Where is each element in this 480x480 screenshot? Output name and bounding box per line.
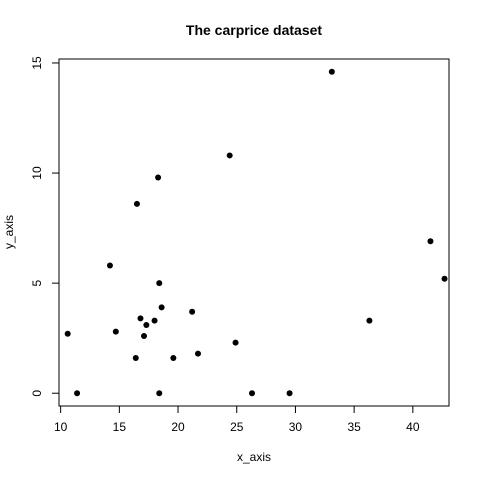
y-tick-label: 0 [30, 390, 44, 397]
y-axis: 0 5 10 15 [30, 56, 60, 397]
plot-frame [58, 58, 450, 407]
data-points [64, 68, 448, 397]
data-point [106, 262, 113, 269]
data-point [64, 330, 71, 337]
data-point [137, 315, 144, 322]
x-tick-label: 35 [347, 420, 361, 434]
x-axis-label: x_axis [237, 450, 271, 464]
data-point [155, 174, 162, 181]
data-point [427, 238, 434, 245]
data-point [328, 68, 335, 75]
data-point [286, 390, 293, 397]
data-point [143, 321, 150, 328]
data-point [132, 355, 139, 362]
x-tick-label: 10 [54, 420, 68, 434]
data-point [140, 332, 147, 339]
data-point [112, 328, 119, 335]
x-tick-label: 30 [289, 420, 303, 434]
data-point [195, 350, 202, 357]
data-point [249, 390, 256, 397]
data-point [151, 317, 158, 324]
data-point [74, 390, 81, 397]
data-point [158, 304, 165, 311]
data-point [226, 152, 233, 159]
y-tick-label: 5 [30, 279, 44, 286]
data-point [156, 390, 163, 397]
data-point [232, 339, 239, 346]
x-tick-label: 20 [171, 420, 185, 434]
x-tick-label: 40 [406, 420, 420, 434]
y-axis-label: y_axis [2, 215, 16, 249]
x-tick-label: 25 [230, 420, 244, 434]
data-point [170, 355, 177, 362]
x-tick-label: 15 [113, 420, 127, 434]
y-tick-label: 10 [30, 166, 44, 180]
x-axis: 10 15 20 25 30 35 40 [54, 405, 420, 434]
data-point [189, 308, 196, 315]
data-point [156, 280, 163, 287]
data-point [366, 317, 373, 324]
chart-title: The carprice dataset [186, 22, 323, 38]
y-tick-label: 15 [30, 56, 44, 70]
data-point [133, 200, 140, 207]
data-point [441, 275, 448, 282]
